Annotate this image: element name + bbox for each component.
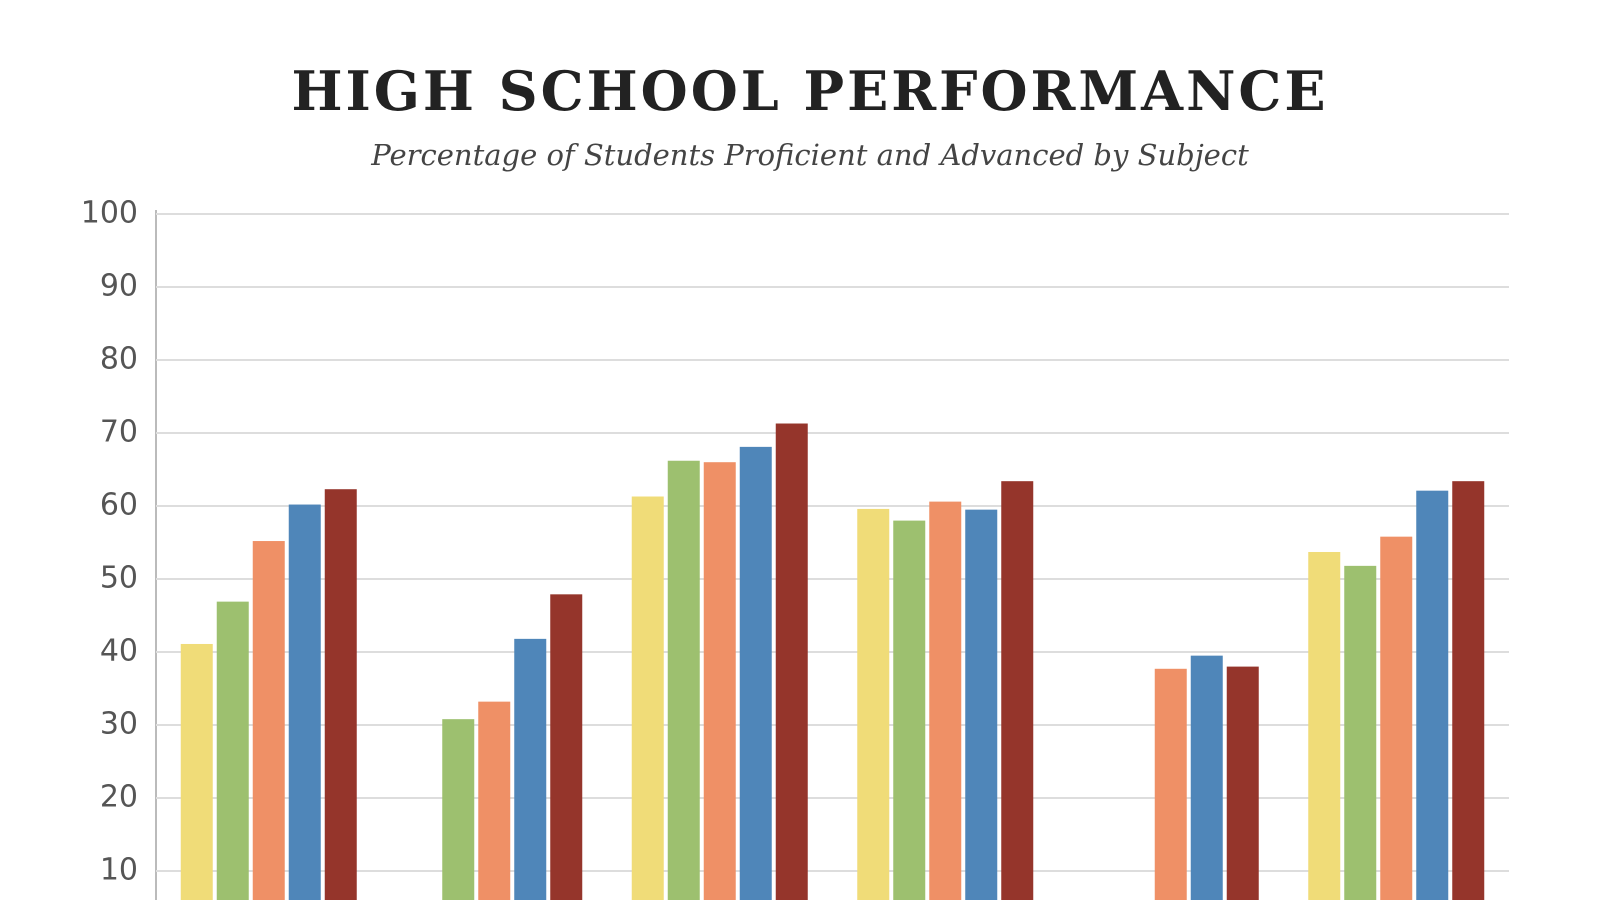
y-tick-label: 60 [100,488,138,523]
bar [288,504,321,900]
bar [1452,481,1485,900]
bar [216,601,249,900]
bar [1001,481,1034,900]
bar [1226,666,1259,900]
y-tick-label: 30 [100,707,138,742]
bar [1190,655,1223,900]
bar [703,462,736,900]
bar [514,638,547,900]
bar [739,446,772,900]
chart-title: HIGH SCHOOL PERFORMANCE [291,59,1328,123]
bar [252,541,285,900]
bar [857,508,890,900]
bar [631,496,664,900]
y-tick-label: 40 [100,634,138,669]
y-tick-label: 70 [100,415,138,450]
bar [929,501,962,900]
bar [324,489,357,900]
bar [478,701,511,900]
bar [1154,668,1187,900]
bar [1344,565,1377,900]
bar [965,509,998,900]
bar [1308,551,1341,900]
bar [180,643,213,900]
y-tick-label: 90 [100,269,138,304]
bar [1380,536,1413,900]
y-tick-label: 80 [100,342,138,377]
y-tick-label: 50 [100,561,138,596]
y-tick-label: 100 [81,196,138,231]
bar [667,460,700,900]
chart-subtitle: Percentage of Students Proficient and Ad… [370,138,1249,172]
y-tick-label: 10 [100,853,138,888]
bar [550,594,583,900]
bar [775,423,808,900]
bar [442,719,475,900]
bar [1416,490,1449,900]
y-tick-label: 20 [100,780,138,815]
bar [893,520,926,900]
